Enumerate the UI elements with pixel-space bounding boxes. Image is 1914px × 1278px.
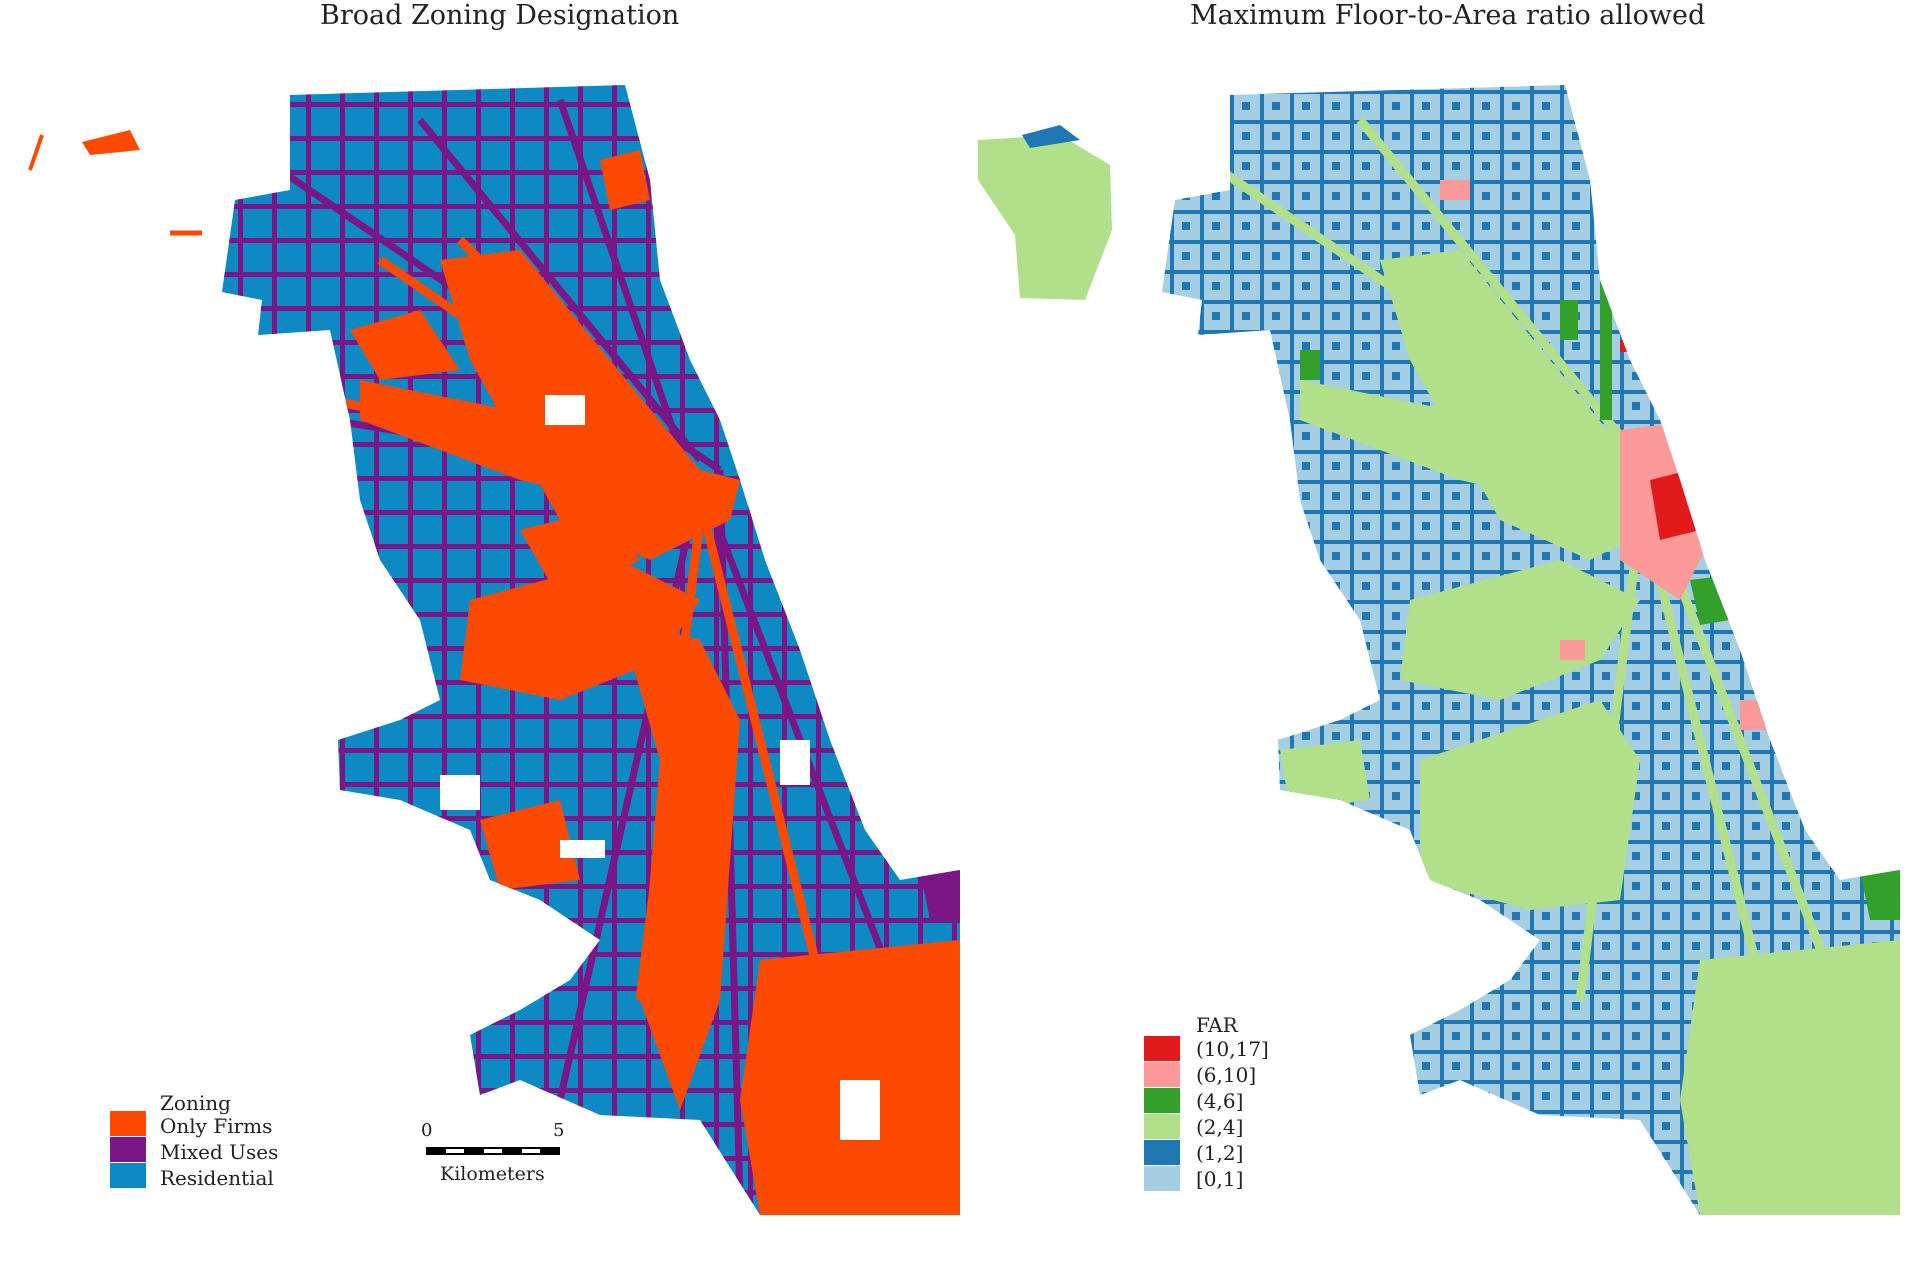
legend-label-only-firms: Only Firms — [160, 1114, 273, 1138]
legend-label-far-2-4: (2,4] — [1196, 1115, 1244, 1139]
far-map — [978, 85, 1900, 1215]
legend-swatch-far-1-2 — [1144, 1140, 1180, 1165]
scale-start-label: 0 — [421, 1120, 433, 1141]
scale-unit-label: Kilometers — [440, 1163, 545, 1185]
scale-bar — [426, 1147, 560, 1155]
far-legend-title: FAR — [1196, 1013, 1238, 1037]
legend-swatch-residential — [110, 1163, 146, 1188]
legend-swatch-far-2-4 — [1144, 1114, 1180, 1139]
legend-swatch-far-0-1 — [1144, 1166, 1180, 1191]
zoning-city-area — [28, 85, 960, 1215]
zoning-legend-title: Zoning — [160, 1091, 231, 1115]
legend-swatch-only-firms — [110, 1111, 146, 1136]
scale-end-label: 5 — [553, 1120, 565, 1141]
left-map-title: Broad Zoning Designation — [320, 0, 680, 31]
legend-swatch-far-6-10 — [1144, 1062, 1180, 1087]
legend-swatch-far-4-6 — [1144, 1088, 1180, 1113]
legend-label-far-1-2: (1,2] — [1196, 1141, 1244, 1165]
right-map-title: Maximum Floor-to-Area ratio allowed — [1190, 0, 1706, 31]
legend-label-mixed-uses: Mixed Uses — [160, 1140, 279, 1164]
legend-label-far-4-6: (4,6] — [1196, 1089, 1244, 1113]
legend-label-residential: Residential — [160, 1166, 274, 1190]
legend-swatch-mixed-uses — [110, 1137, 146, 1162]
legend-label-far-10-17: (10,17] — [1196, 1037, 1269, 1061]
legend-label-far-6-10: (6,10] — [1196, 1063, 1257, 1087]
legend-label-far-0-1: [0,1] — [1196, 1167, 1244, 1191]
legend-swatch-far-10-17 — [1144, 1036, 1180, 1061]
